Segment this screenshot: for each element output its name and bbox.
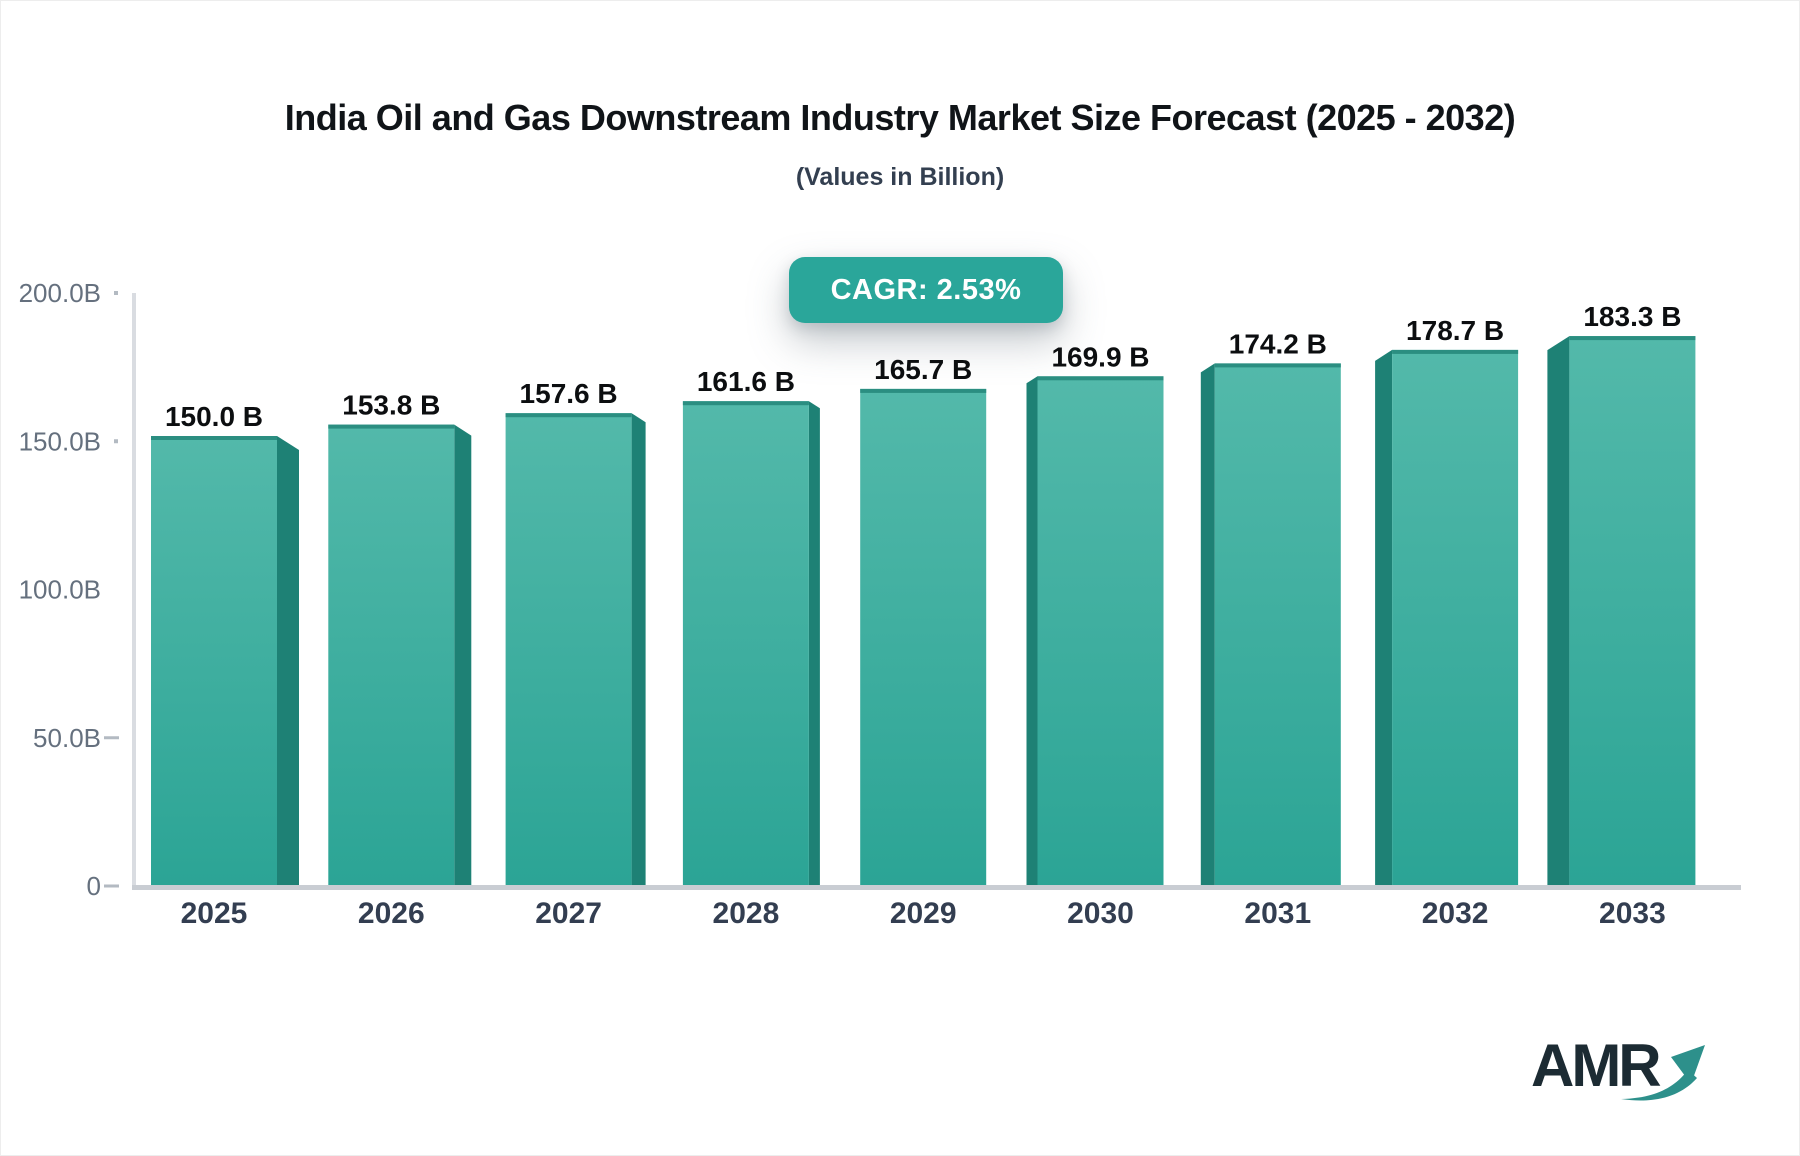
bar-2032[interactable] (1392, 349, 1519, 889)
x-axis-label: 2029 (890, 897, 957, 930)
chart-subtitle: (Values in Billion) (795, 163, 1005, 191)
bar-top-edge-2031 (1214, 363, 1341, 368)
bar-value-label: 178.7 B (1406, 315, 1504, 346)
bar-top-edge-2027 (505, 413, 632, 418)
bar-top-edge-2029 (860, 388, 987, 393)
x-axis-label: 2031 (1244, 897, 1311, 930)
bar-2031[interactable] (1214, 363, 1341, 889)
bar-top-edge-2030 (1037, 376, 1164, 381)
y-tick-mark (104, 884, 119, 888)
bar-2026[interactable] (328, 424, 455, 889)
trend-up-arrow-icon (1621, 1045, 1705, 1101)
bar-side-2028 (808, 401, 820, 889)
x-axis-label: 2032 (1422, 897, 1489, 930)
bar-2033[interactable] (1569, 336, 1696, 890)
bar-value-label: 183.3 B (1583, 301, 1681, 332)
bar-top-edge-2025 (151, 436, 277, 440)
bar-value-label: 150.0 B (165, 401, 263, 432)
bar-side-2025 (277, 436, 299, 889)
bar-side-2031 (1200, 363, 1215, 889)
x-axis-line (132, 885, 1741, 890)
bar-top-edge-2032 (1392, 349, 1519, 354)
cagr-badge-label: CAGR: 2.53% (830, 273, 1022, 306)
x-axis-label: 2028 (713, 897, 780, 930)
bar-2029[interactable] (860, 388, 987, 889)
chart-title: India Oil and Gas Downstream Industry Ma… (284, 97, 1516, 138)
x-axis-label: 2030 (1067, 897, 1134, 930)
amr-logo-text: AMR (1531, 1032, 1662, 1099)
bar-value-label: 153.8 B (342, 390, 440, 421)
y-tick-label: 150.0B (19, 426, 101, 456)
y-tick-label: 200.0B (19, 278, 101, 308)
bar-side-2026 (454, 424, 472, 889)
x-axis-label: 2027 (535, 897, 602, 930)
x-axis-label: 2026 (358, 897, 425, 930)
bar-value-label: 161.6 B (697, 366, 795, 397)
bar-side-2033 (1547, 336, 1570, 890)
bar-top-edge-2026 (328, 424, 455, 429)
bar-side-2032 (1375, 349, 1393, 889)
bar-2030[interactable] (1037, 376, 1164, 889)
bar-value-label: 174.2 B (1229, 328, 1327, 359)
y-tick-mark (114, 439, 118, 444)
bar-2025[interactable] (151, 436, 277, 889)
bar-side-2027 (631, 413, 646, 889)
x-axis-label: 2033 (1599, 897, 1666, 930)
bar-top-edge-2033 (1569, 336, 1696, 341)
bar-2028[interactable] (682, 401, 809, 889)
y-tick-label: 50.0B (33, 723, 101, 753)
bar-2027[interactable] (505, 413, 632, 889)
y-tick-label: 0 (87, 871, 101, 901)
bar-side-2030 (1026, 376, 1038, 889)
x-axis-label: 2025 (181, 897, 248, 930)
bar-value-label: 157.6 B (520, 378, 618, 409)
bar-value-label: 165.7 B (874, 354, 972, 385)
bar-value-label: 169.9 B (1051, 341, 1149, 372)
y-tick-mark (114, 291, 118, 295)
y-tick-label: 100.0B (19, 575, 101, 605)
cagr-badge: CAGR: 2.53% (789, 257, 1063, 323)
y-tick-mark (104, 736, 119, 740)
bar-top-edge-2028 (682, 401, 809, 406)
y-axis-line (132, 293, 136, 886)
